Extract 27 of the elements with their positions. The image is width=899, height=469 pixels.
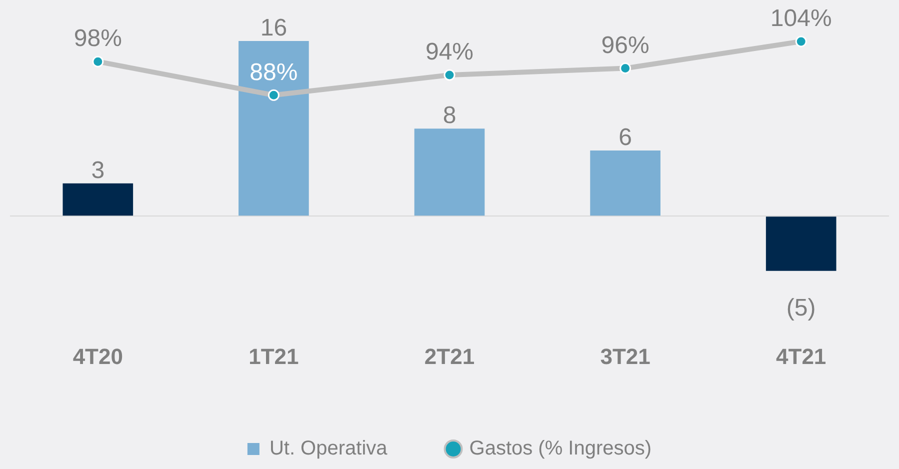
bar <box>238 41 309 216</box>
data-label: 88% <box>250 58 298 86</box>
x-tick-label: 2T21 <box>424 344 475 369</box>
point <box>92 56 104 68</box>
data-label: 96% <box>601 32 650 59</box>
point <box>620 62 632 74</box>
data-label: 98% <box>74 25 122 52</box>
bar <box>766 216 836 271</box>
point <box>268 89 280 101</box>
legend-label: Gastos (% Ingresos) <box>469 438 652 460</box>
x-tick-label: 4T21 <box>776 344 826 369</box>
data-label: 8 <box>442 102 456 130</box>
bar <box>414 128 485 216</box>
data-label: 16 <box>260 14 288 42</box>
data-label: (5) <box>786 294 816 322</box>
data-label: 104% <box>770 5 832 32</box>
x-tick-label: 1T21 <box>248 344 299 369</box>
bar <box>62 183 134 216</box>
legend-label: Ut. Operativa <box>269 438 388 460</box>
x-tick-label: 3T21 <box>600 344 650 369</box>
x-tick-label: 4T20 <box>72 344 123 369</box>
data-label: 94% <box>425 38 474 66</box>
bar <box>590 150 660 216</box>
point <box>444 69 456 81</box>
point <box>795 36 807 48</box>
data-label: 6 <box>618 124 632 152</box>
data-label: 3 <box>91 156 105 184</box>
